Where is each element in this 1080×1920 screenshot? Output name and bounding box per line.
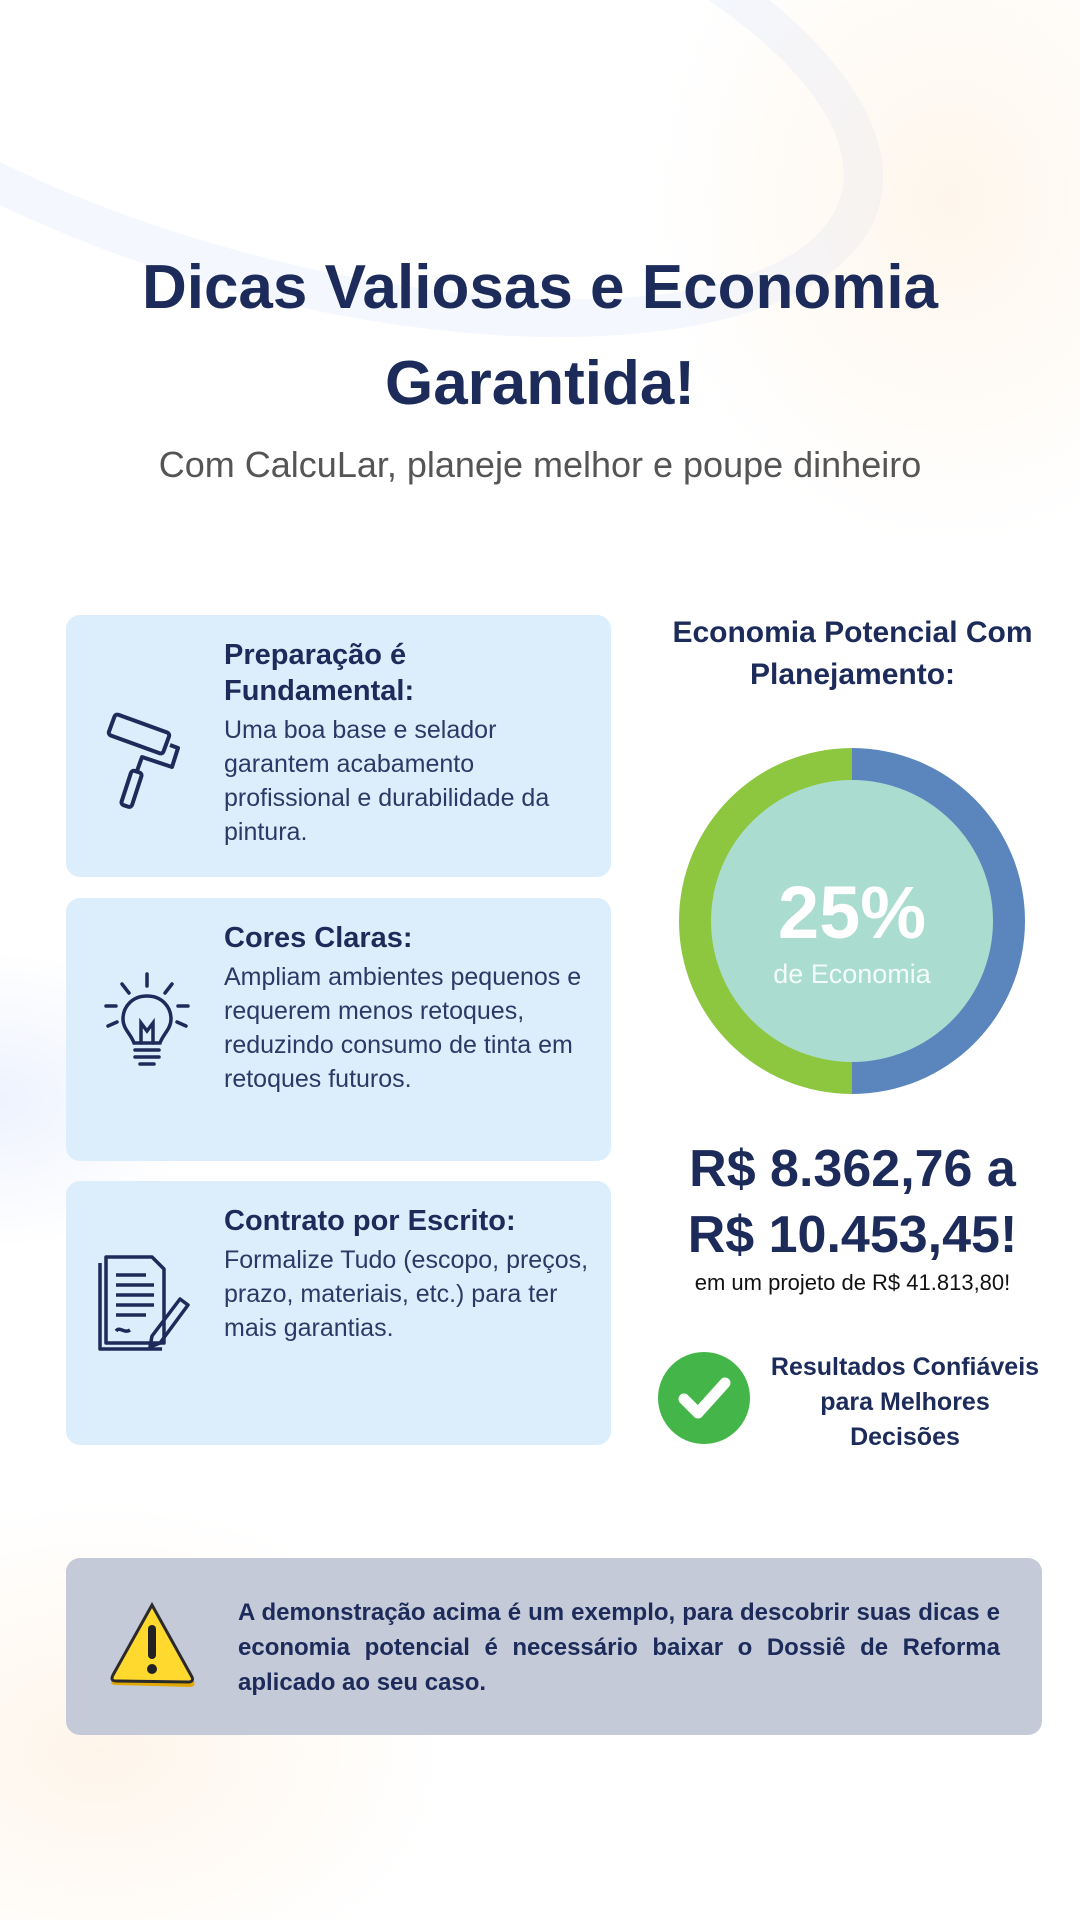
- contract-document-icon: [98, 1255, 190, 1351]
- donut-inner: [711, 780, 993, 1062]
- paint-roller-icon: [106, 712, 180, 809]
- page-title: Dicas Valiosas e Economia Garantida!: [141, 253, 939, 418]
- tip-body: Ampliam ambientes pequenos e requerem me…: [224, 963, 582, 1093]
- percent-caption: de Economia: [773, 959, 932, 989]
- reliable-results-text: Resultados Confiáveis para Melhores Deci…: [770, 1353, 1040, 1451]
- disclaimer-text: A demonstração acima é um exemplo, para …: [238, 1599, 1000, 1696]
- tip-title: Preparação é Fundamental:: [224, 639, 415, 707]
- tip-body: Formalize Tudo (escopo, preços, prazo, m…: [224, 1246, 589, 1342]
- tip-card-contract: Contrato por Escrito: Formalize Tudo (es…: [66, 1181, 611, 1445]
- percent-label: 25%: [778, 871, 926, 954]
- amount-line-2: R$ 10.453,45!: [687, 1206, 1018, 1264]
- page-subtitle: Com CalcuLar, planeje melhor e poupe din…: [158, 444, 922, 485]
- savings-amount: R$ 8.362,76 a R$ 10.453,45!: [640, 1136, 1065, 1268]
- savings-donut: 25% de Economia: [679, 748, 1025, 1094]
- warning-icon: [110, 1601, 195, 1687]
- amount-line-1: R$ 8.362,76 a: [689, 1140, 1016, 1198]
- tip-title: Contrato por Escrito:: [224, 1205, 516, 1237]
- lightbulb-icon: [104, 972, 190, 1066]
- tip-body: Uma boa base e selador garantem acabamen…: [224, 716, 550, 846]
- project-note: em um projeto de R$ 41.813,80!: [694, 1270, 1011, 1295]
- check-icon: [658, 1352, 750, 1444]
- tip-title: Cores Claras:: [224, 922, 413, 954]
- tip-card-preparation: Preparação é Fundamental: Uma boa base e…: [66, 615, 611, 877]
- savings-title: Economia Potencial Com Planejamento:: [672, 616, 1033, 691]
- tip-card-light-colors: Cores Claras: Ampliam ambientes pequenos…: [66, 898, 611, 1161]
- disclaimer-box: A demonstração acima é um exemplo, para …: [66, 1558, 1042, 1735]
